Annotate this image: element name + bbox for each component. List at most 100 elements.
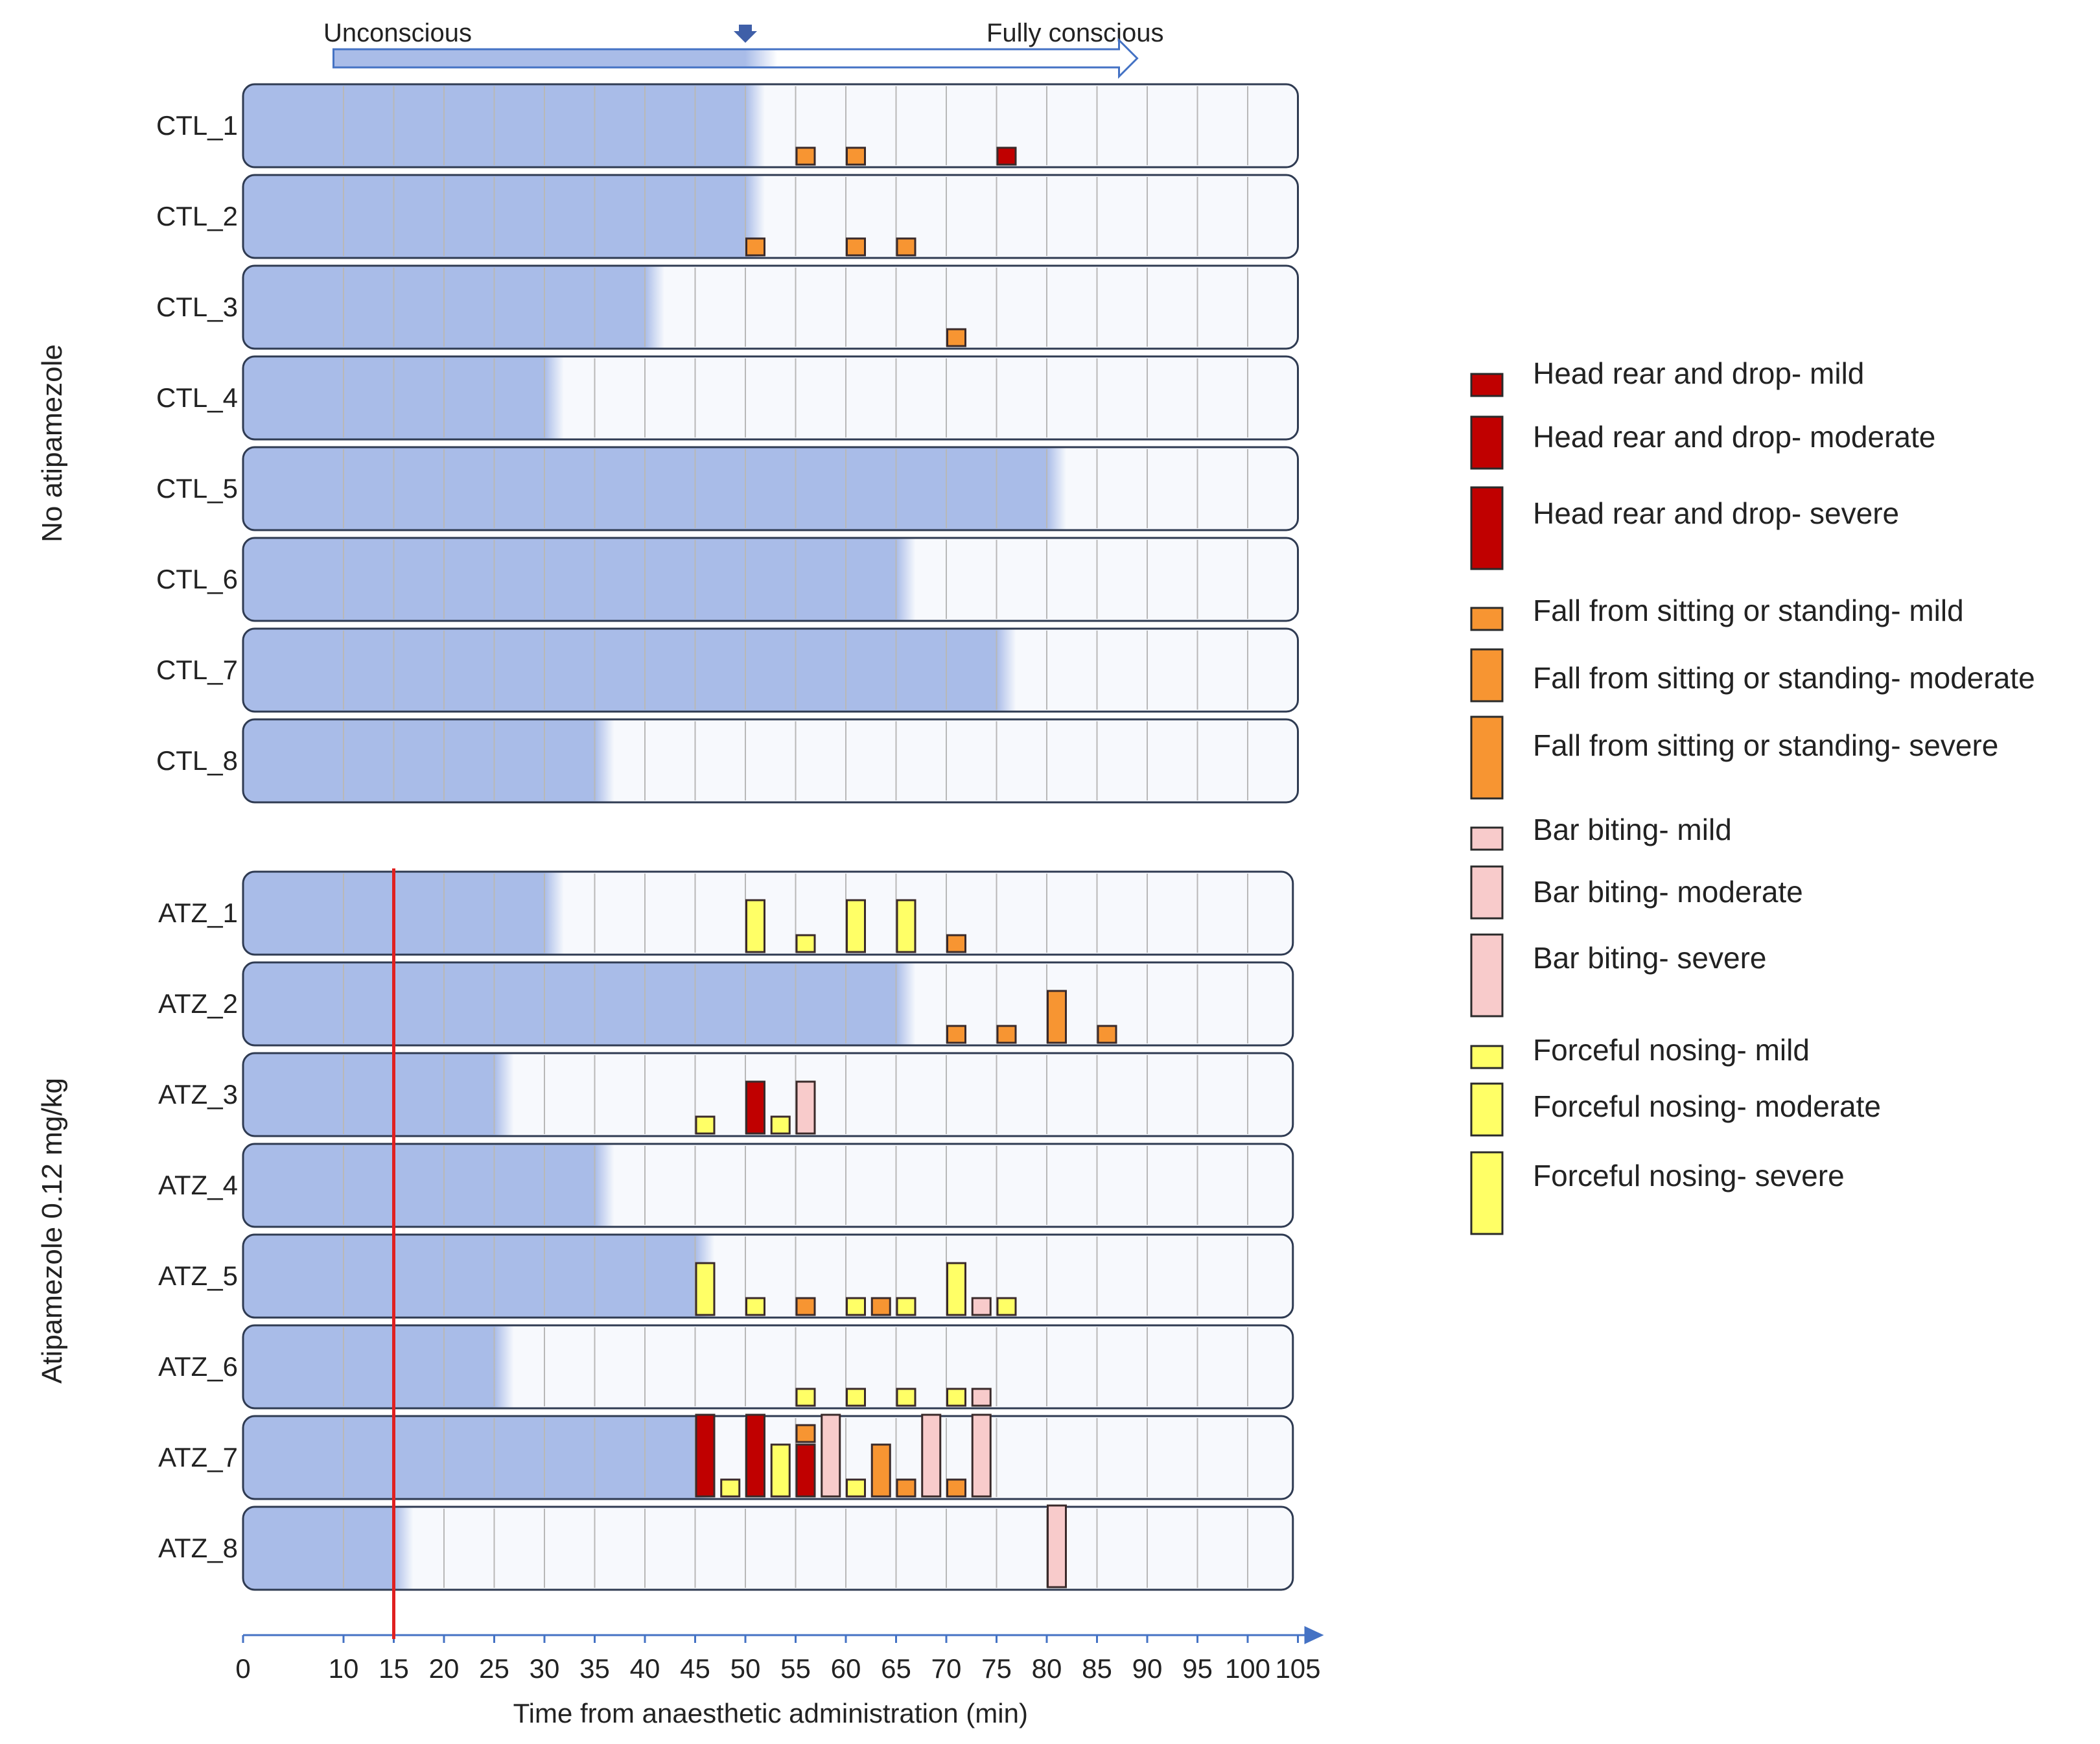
event-nosing-mild: [770, 1115, 791, 1135]
row-track: [242, 446, 1299, 531]
legend-item-bar-severe: Bar biting- severe: [1470, 933, 1767, 1017]
row-label: ATZ_8: [158, 1533, 238, 1563]
event-fall-mild: [846, 146, 866, 166]
event-nosing-moderate: [745, 899, 765, 953]
row-track: [242, 1143, 1294, 1228]
legend-item-fall-moderate: Fall from sitting or standing- moderate: [1470, 648, 2035, 703]
legend-label: Fall from sitting or standing- mild: [1533, 594, 1964, 627]
legend-swatch: [1470, 607, 1504, 631]
legend-swatch: [1470, 1151, 1504, 1235]
group-label-atipamezole: Atipamezole 0.12 mg/kg: [36, 1078, 68, 1384]
row-atz_6: ATZ_6: [158, 1324, 1294, 1410]
x-tick-label: 55: [780, 1653, 811, 1684]
x-tick-label: 60: [831, 1653, 861, 1684]
legend-item-head-mild: Head rear and drop- mild: [1470, 356, 1864, 397]
row-label: CTL_8: [156, 745, 238, 776]
event-bar-mild: [971, 1297, 992, 1316]
row-track: [242, 355, 1299, 441]
event-fall-mild: [946, 934, 966, 953]
event-nosing-mild: [846, 1478, 866, 1498]
legend-label: Fall from sitting or standing- severe: [1533, 728, 1998, 762]
event-fall-mild: [745, 237, 765, 257]
x-axis-arrowhead: [1304, 1626, 1324, 1644]
event-nosing-mild: [846, 1297, 866, 1316]
legend-item-bar-moderate: Bar biting- moderate: [1470, 865, 1803, 920]
legend-item-fall-severe: Fall from sitting or standing- severe: [1470, 715, 1998, 800]
event-bar-severe: [971, 1413, 992, 1498]
event-head-moderate: [745, 1080, 765, 1135]
event-nosing-moderate: [695, 1262, 716, 1316]
legend-label: Bar biting- severe: [1533, 941, 1767, 975]
x-tick-label: 25: [479, 1653, 509, 1684]
event-fall-moderate: [870, 1443, 891, 1498]
event-bar-severe: [921, 1413, 942, 1498]
legend-swatch: [1470, 715, 1504, 800]
event-head-severe: [695, 1413, 716, 1498]
event-bar-mild: [971, 1388, 992, 1407]
legend-label: Head rear and drop- mild: [1533, 356, 1864, 390]
legend-item-nosing-mild: Forceful nosing- mild: [1470, 1033, 1810, 1069]
event-bar-moderate: [795, 1080, 816, 1135]
event-fall-mild: [795, 1297, 816, 1316]
row-ctl_2: CTL_2: [156, 174, 1299, 259]
event-fall-mild: [996, 1025, 1017, 1044]
event-head-moderate: [795, 1443, 816, 1498]
event-nosing-mild: [846, 1388, 866, 1407]
legend-label: Forceful nosing- mild: [1533, 1033, 1810, 1067]
row-label: CTL_1: [156, 110, 238, 141]
event-head-mild: [996, 146, 1017, 166]
row-label: ATZ_4: [158, 1170, 238, 1200]
consciousness-arrow: [332, 38, 1139, 79]
row-track: [242, 1506, 1294, 1591]
event-head-severe: [745, 1413, 765, 1498]
row-atz_1: ATZ_1: [158, 870, 1294, 956]
row-atz_5: ATZ_5: [158, 1233, 1294, 1319]
event-fall-moderate: [1047, 990, 1067, 1044]
row-label: ATZ_6: [158, 1351, 238, 1382]
legend-swatch: [1470, 415, 1504, 470]
row-track: [242, 537, 1299, 622]
x-tick-label: 30: [530, 1653, 560, 1684]
legend-item-bar-mild: Bar biting- mild: [1470, 813, 1732, 851]
row-ctl_6: CTL_6: [156, 537, 1299, 622]
x-tick-label: 90: [1132, 1653, 1163, 1684]
legend-label: Forceful nosing- moderate: [1533, 1089, 1881, 1123]
row-label: CTL_4: [156, 382, 238, 413]
legend-label: Forceful nosing- severe: [1533, 1159, 1845, 1192]
row-label: CTL_7: [156, 655, 238, 685]
row-track: [242, 961, 1294, 1047]
row-track: [242, 1052, 1294, 1137]
row-track: [242, 627, 1299, 713]
event-nosing-mild: [946, 1388, 966, 1407]
event-bar-severe: [1047, 1504, 1067, 1588]
event-fall-mild: [870, 1297, 891, 1316]
x-tick-label: 80: [1032, 1653, 1062, 1684]
row-atz_2: ATZ_2: [158, 961, 1294, 1047]
row-label: ATZ_5: [158, 1261, 238, 1291]
legend-item-fall-mild: Fall from sitting or standing- mild: [1470, 594, 1964, 631]
row-ctl_8: CTL_8: [156, 718, 1299, 804]
event-fall-mild: [946, 328, 966, 347]
legend-swatch: [1470, 648, 1504, 703]
x-tick-label: 70: [931, 1653, 962, 1684]
row-label: CTL_5: [156, 473, 238, 504]
row-label: CTL_3: [156, 292, 238, 322]
event-fall-mild: [896, 1478, 916, 1498]
row-track: [242, 264, 1299, 350]
legend-swatch: [1470, 373, 1504, 397]
row-ctl_5: CTL_5: [156, 446, 1299, 531]
consciousness-arrow-group: Unconscious Fully conscious: [323, 19, 1163, 79]
x-tick-label: 45: [680, 1653, 710, 1684]
consciousness-marker-arrow: [734, 25, 757, 43]
legend: Head rear and drop- mild Head rear and dr…: [1470, 356, 2035, 1235]
row-track: [242, 1415, 1294, 1500]
x-tick-label: 85: [1082, 1653, 1112, 1684]
legend-label: Bar biting- moderate: [1533, 875, 1803, 909]
legend-label: Bar biting- mild: [1533, 813, 1732, 846]
event-nosing-mild: [745, 1297, 765, 1316]
row-label: ATZ_3: [158, 1079, 238, 1110]
event-nosing-mild: [720, 1478, 741, 1498]
event-nosing-moderate: [896, 899, 916, 953]
event-nosing-mild: [896, 1297, 916, 1316]
